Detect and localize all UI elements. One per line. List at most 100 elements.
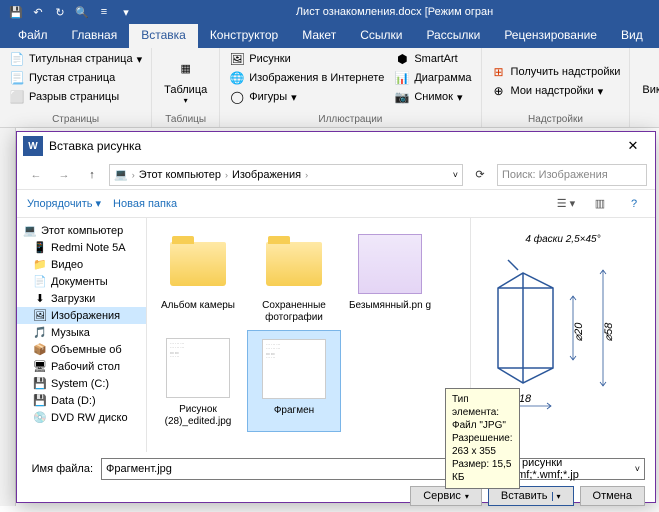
store-icon: ⊞: [491, 64, 507, 80]
blank-page-icon: 📃: [9, 70, 25, 86]
tree-item[interactable]: 💿DVD RW диско: [17, 409, 146, 426]
get-addins-button[interactable]: ⊞Получить надстройки: [488, 63, 624, 81]
tree-item[interactable]: ⬇ Загрузки: [17, 290, 146, 307]
new-folder-button[interactable]: Новая папка: [113, 198, 177, 210]
qat-customize-icon[interactable]: ▾: [116, 2, 136, 22]
file-list: Альбом камеры Сохраненные фотографии Безым…: [147, 218, 470, 452]
tree-item[interactable]: 📄 Документы: [17, 273, 146, 290]
close-button[interactable]: ✕: [617, 134, 649, 158]
tree-item[interactable]: 💾System (C:): [17, 375, 146, 392]
tree-item-label: Загрузки: [51, 293, 95, 305]
tab-mailings[interactable]: Рассылки: [414, 24, 492, 48]
my-addins-button[interactable]: ⊕Мои надстройки ▾: [488, 82, 624, 100]
tab-design[interactable]: Конструктор: [198, 24, 290, 48]
pictures-button[interactable]: 🖼Рисунки: [226, 50, 387, 68]
group-illus-label: Иллюстрации: [226, 113, 474, 125]
image-thumbnail: [358, 234, 422, 294]
chevron-down-icon[interactable]: ˅: [453, 170, 458, 180]
document-title: Лист ознакомления.docx [Режим огран: [136, 6, 653, 18]
preview-top-label: 4 фаски 2,5×45°: [525, 233, 600, 245]
up-button[interactable]: ↑: [81, 164, 103, 186]
page-break-icon: ⬜: [9, 89, 25, 105]
tab-references[interactable]: Ссылки: [348, 24, 414, 48]
tree-item-label: DVD RW диско: [51, 412, 128, 424]
tab-help[interactable]: Справка: [655, 24, 659, 48]
file-item[interactable]: ··· ··· ······ ··· ···▭ ▭··· ···Фрагмен: [247, 330, 341, 432]
file-label: Рисунок (28)_edited.jpg: [153, 404, 243, 428]
wikipedia-button[interactable]: W Википедия: [636, 50, 659, 113]
tree-item-icon: 📄: [33, 275, 47, 288]
blank-page-button[interactable]: 📃Пустая страница: [6, 69, 145, 87]
smartart-button[interactable]: ⬢SmartArt: [391, 50, 474, 68]
file-item[interactable]: Безымянный.pn g: [343, 226, 437, 328]
chart-button[interactable]: 📊Диаграмма: [391, 69, 474, 87]
file-label: Альбом камеры: [161, 300, 235, 312]
file-item[interactable]: Альбом камеры: [151, 226, 245, 328]
tree-item[interactable]: 🖼Изображения: [17, 307, 146, 324]
qat-menu-icon[interactable]: ≡: [94, 2, 114, 22]
online-pictures-icon: 🌐: [229, 70, 245, 86]
group-addins-label: Надстройки: [488, 113, 624, 125]
tree-item[interactable]: 📱Redmi Note 5A: [17, 239, 146, 256]
dialog-title: Вставка рисунка: [49, 139, 617, 153]
pictures-icon: 🖼: [229, 51, 245, 67]
group-tables-label: Таблицы: [158, 113, 213, 125]
file-label: Сохраненные фотографии: [249, 300, 339, 324]
shapes-button[interactable]: ◯Фигуры ▾: [226, 88, 387, 106]
tree-item-icon: 💾: [33, 377, 47, 390]
screenshot-button[interactable]: 📷Снимок ▾: [391, 88, 474, 106]
image-thumbnail: ··· ··· ······ ··· ···▭ ▭··· ···: [166, 338, 230, 398]
breadcrumb[interactable]: 💻 › Этот компьютер › Изображения › ˅: [109, 164, 463, 186]
page-break-button[interactable]: ⬜Разрыв страницы: [6, 88, 145, 106]
filename-input[interactable]: Фрагмент.jpg˅: [101, 458, 487, 480]
table-button[interactable]: ▦ Таблица▾: [158, 50, 213, 113]
tree-item-label: Документы: [51, 276, 108, 288]
tree-item-icon: 📦: [33, 343, 47, 356]
addins-icon: ⊕: [491, 83, 507, 99]
tab-insert[interactable]: Вставка: [129, 24, 198, 48]
group-pages-label: Страницы: [6, 113, 145, 125]
redo-icon[interactable]: ↻: [50, 2, 70, 22]
view-button[interactable]: ☰ ▾: [555, 193, 577, 215]
tab-review[interactable]: Рецензирование: [492, 24, 609, 48]
tree-item-label: Data (D:): [51, 395, 96, 407]
tree-item-label: Рабочий стол: [51, 361, 120, 373]
file-item[interactable]: Сохраненные фотографии: [247, 226, 341, 328]
tree-item[interactable]: 🖥 Рабочий стол: [17, 358, 146, 375]
tab-layout[interactable]: Макет: [290, 24, 348, 48]
file-label: Безымянный.pn g: [349, 300, 431, 312]
filename-label: Имя файла:: [27, 463, 93, 475]
tab-home[interactable]: Главная: [60, 24, 130, 48]
tools-button[interactable]: Сервис▾: [410, 486, 482, 506]
back-button[interactable]: ←: [25, 164, 47, 186]
shapes-icon: ◯: [229, 89, 245, 105]
tree-item-icon: 📱: [33, 241, 47, 254]
tree-item[interactable]: 💾Data (D:): [17, 392, 146, 409]
tree-item[interactable]: 📦Объемные об: [17, 341, 146, 358]
tree-item[interactable]: 💻Этот компьютер: [17, 222, 146, 239]
search-input[interactable]: Поиск: Изображения: [497, 164, 647, 186]
smartart-icon: ⬢: [394, 51, 410, 67]
tree-item-icon: 💻: [23, 224, 37, 237]
cancel-button[interactable]: Отмена: [580, 486, 645, 506]
tab-view[interactable]: Вид: [609, 24, 655, 48]
tree-item[interactable]: 🎵Музыка: [17, 324, 146, 341]
cover-page-button[interactable]: 📄Титульная страница ▾: [6, 50, 145, 68]
organize-button[interactable]: Упорядочить ▾: [27, 197, 101, 210]
undo-icon[interactable]: ↶: [28, 2, 48, 22]
insert-button[interactable]: Вставить ▾: [488, 486, 574, 506]
svg-text:⌀20: ⌀20: [573, 321, 585, 341]
help-button[interactable]: ?: [623, 193, 645, 215]
tree-item-icon: 🖥: [33, 360, 47, 373]
tree-item-icon: ⬇: [33, 292, 47, 305]
print-preview-icon[interactable]: 🔍: [72, 2, 92, 22]
refresh-button[interactable]: ⟳: [469, 164, 491, 186]
file-item[interactable]: ··· ··· ······ ··· ···▭ ▭··· ··· Рисунок …: [151, 330, 245, 432]
folder-icon: [266, 242, 322, 286]
image-thumbnail: ··· ··· ······ ··· ···▭ ▭··· ···: [262, 339, 326, 399]
tab-file[interactable]: Файл: [6, 24, 60, 48]
online-pictures-button[interactable]: 🌐Изображения в Интернете: [226, 69, 387, 87]
save-icon[interactable]: 💾: [6, 2, 26, 22]
tree-item[interactable]: 📁Видео: [17, 256, 146, 273]
preview-pane-button[interactable]: ▥: [589, 193, 611, 215]
